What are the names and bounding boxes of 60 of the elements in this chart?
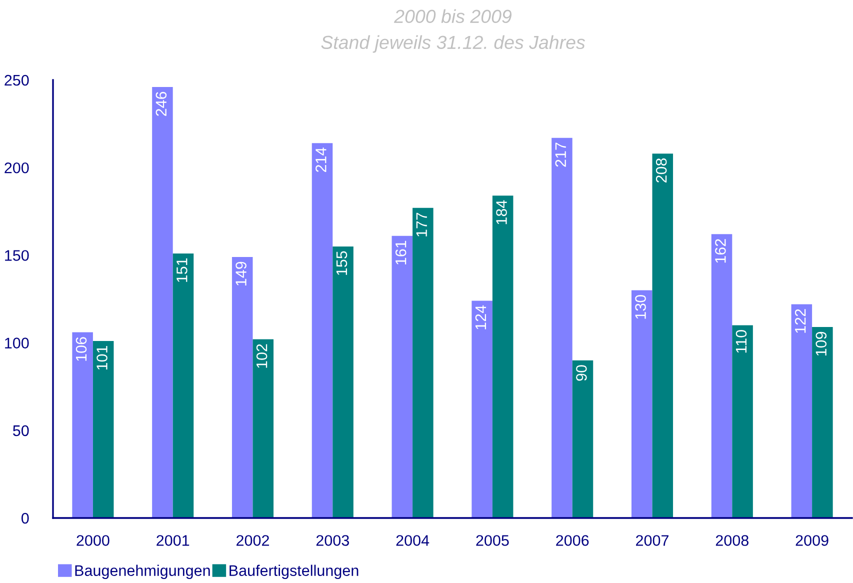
x-tick-label: 2009 <box>796 535 828 546</box>
bar <box>172 253 194 518</box>
data-label: 101 <box>96 346 108 370</box>
data-label: 110 <box>736 330 747 353</box>
legend-label: Baugenehmigungen <box>75 564 210 579</box>
data-label: 184 <box>496 200 507 224</box>
data-label: 155 <box>336 251 348 275</box>
data-label: 217 <box>555 142 566 167</box>
y-tick-label: 150 <box>5 250 29 261</box>
y-tick-label: 50 <box>13 425 29 436</box>
data-label: 106 <box>76 337 87 361</box>
bar <box>812 327 833 518</box>
bar <box>312 143 333 518</box>
data-label: 102 <box>256 344 268 368</box>
x-tick-label: 2008 <box>716 535 748 546</box>
bar <box>72 332 93 518</box>
x-tick-label: 2004 <box>396 535 430 546</box>
legend-label: Baufertigstellungen <box>230 564 358 579</box>
x-tick-label: 2000 <box>76 535 110 546</box>
data-label: 208 <box>656 158 667 182</box>
data-label: 246 <box>156 92 167 116</box>
x-tick-label: 2006 <box>556 535 589 546</box>
bar <box>332 246 354 518</box>
bar <box>552 138 572 518</box>
data-label: 149 <box>236 262 246 286</box>
data-label: 90 <box>576 365 587 381</box>
y-tick-label: 200 <box>4 162 29 174</box>
bar <box>392 236 413 518</box>
bar <box>92 341 114 518</box>
y-tick-label: 100 <box>5 338 29 348</box>
data-label: 177 <box>416 212 427 236</box>
x-tick-label: 2007 <box>636 535 668 546</box>
data-label: 162 <box>715 239 726 263</box>
x-tick-label: 2005 <box>476 535 509 546</box>
data-label: 122 <box>794 309 806 333</box>
bar <box>412 208 434 518</box>
chart-title: 2000 bis 2009 <box>394 9 512 24</box>
x-tick-label: 2001 <box>156 535 190 546</box>
y-tick-label: 250 <box>4 74 29 86</box>
data-label: 130 <box>635 295 646 319</box>
bar <box>711 234 732 518</box>
x-tick-label: 2003 <box>316 535 349 546</box>
y-tick-label: 0 <box>21 512 29 524</box>
data-label: 214 <box>316 148 326 172</box>
bar <box>732 325 753 518</box>
chart-subtitle: Stand jeweils 31.12. des Jahres <box>321 35 585 53</box>
data-label: 151 <box>176 258 188 282</box>
data-label: 124 <box>475 305 486 330</box>
bar <box>652 154 674 518</box>
data-label: 161 <box>395 240 406 264</box>
bar <box>492 196 514 518</box>
bar <box>791 304 812 518</box>
x-tick-label: 2002 <box>236 535 269 546</box>
bar <box>631 290 652 518</box>
data-label: 109 <box>816 332 827 356</box>
bar <box>252 339 274 518</box>
bar <box>232 256 253 518</box>
bar <box>572 360 594 518</box>
bar <box>472 300 492 518</box>
bar <box>152 87 173 518</box>
